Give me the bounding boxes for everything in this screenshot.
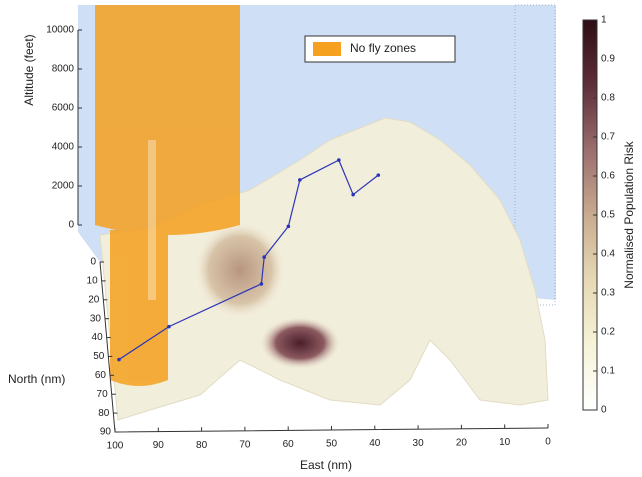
x-tick-label: 50 [326, 439, 338, 450]
x-tick-label: 100 [107, 441, 124, 452]
x-tick-label: 80 [196, 440, 208, 451]
z-tick-label: 2000 [52, 181, 75, 192]
z-tick-label: 6000 [52, 103, 75, 114]
waypoint [260, 282, 264, 286]
y-tick-label: 0 [90, 257, 96, 268]
x-tick-label: 60 [283, 439, 295, 450]
colorbar-tick-label: 0.6 [601, 171, 615, 182]
y-tick-label: 10 [87, 276, 99, 287]
waypoint [376, 173, 380, 177]
chart: No fly zones Altitude (feet) North (nm) … [0, 0, 642, 477]
colorbar-tick-label: 0.2 [601, 327, 615, 338]
y-tick-label: 40 [92, 332, 104, 343]
x-tick-label: 0 [545, 437, 551, 448]
legend-label: No fly zones [350, 41, 416, 55]
y-tick-label: 20 [88, 294, 100, 305]
x-tick-label: 90 [153, 440, 165, 451]
colorbar-tick-label: 0.9 [601, 54, 615, 65]
colorbar-tick-label: 0.1 [601, 366, 615, 377]
y-tick-label: 60 [95, 370, 107, 381]
waypoint [117, 358, 121, 362]
z-tick-label: 4000 [52, 142, 75, 153]
y-tick-label: 30 [90, 313, 102, 324]
colorbar-tick-label: 0.3 [601, 288, 615, 299]
colorbar-tick-label: 0.5 [601, 210, 615, 221]
waypoint [287, 225, 291, 229]
colorbar-tick-label: 1 [601, 15, 607, 26]
z-tick-label: 0 [68, 220, 74, 231]
colorbar-title: Normalised Population Risk [622, 140, 636, 288]
y-tick-label: 90 [100, 427, 112, 438]
y-tick-label: 70 [97, 389, 109, 400]
z-tick-label: 10000 [46, 25, 74, 36]
colorbar-tick-label: 0.8 [601, 93, 615, 104]
legend-swatch [313, 42, 341, 56]
colorbar-tick-label: 0 [601, 405, 607, 416]
x-tick-label: 70 [239, 439, 251, 450]
y-tick-label: 80 [98, 408, 110, 419]
waypoint [167, 325, 171, 329]
x-tick-label: 40 [369, 438, 381, 449]
z-axis-title: Altitude (feet) [22, 34, 36, 105]
colorbar-tick-label: 0.7 [601, 132, 615, 143]
risk-area [195, 222, 285, 318]
x-tick-label: 20 [456, 437, 468, 448]
waypoint [298, 178, 302, 182]
waypoint [351, 193, 355, 197]
z-tick-label: 8000 [52, 64, 75, 75]
x-tick-label: 10 [499, 437, 511, 448]
y-tick-label: 50 [93, 351, 105, 362]
x-axis-title: East (nm) [300, 458, 352, 472]
colorbar-tick-label: 0.4 [601, 249, 615, 260]
waypoint [262, 255, 266, 259]
risk-hotspot [260, 317, 340, 369]
y-axis-title: North (nm) [8, 372, 65, 386]
waypoint [337, 158, 341, 162]
x-tick-label: 30 [413, 438, 425, 449]
